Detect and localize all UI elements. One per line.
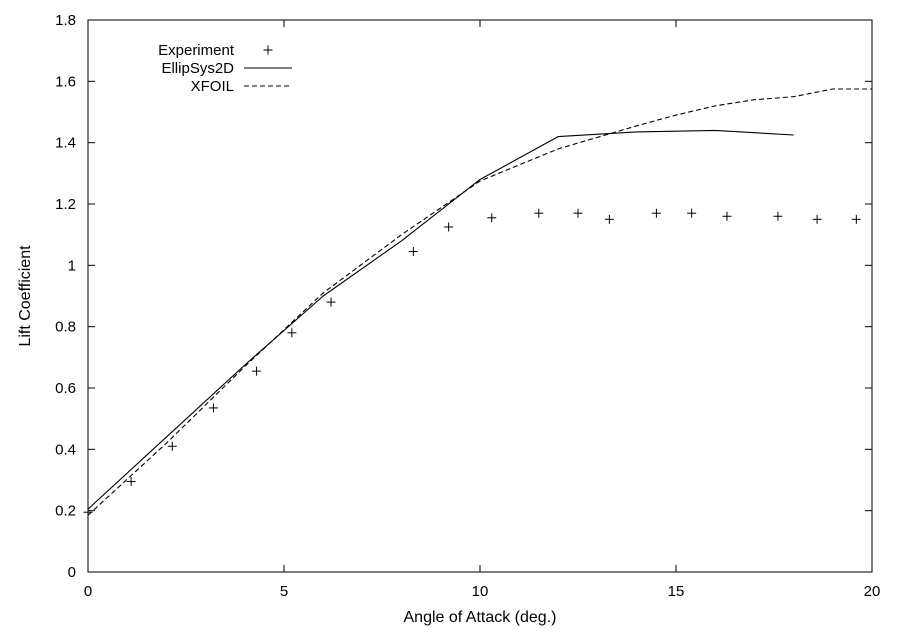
y-tick-label: 1.2: [55, 196, 76, 213]
experiment-point: [651, 208, 661, 218]
legend-label-ellipsys2d: EllipSys2D: [161, 60, 234, 77]
experiment-point: [167, 441, 177, 451]
experiment-point: [408, 247, 418, 257]
experiment-point: [534, 208, 544, 218]
experiment-point: [604, 214, 614, 224]
ellipsys2d-line: [87, 129, 794, 510]
experiment-point: [444, 222, 454, 232]
experiment-point: [326, 297, 336, 307]
experiment-point: [287, 328, 297, 338]
xfoil-line: [87, 88, 872, 516]
y-tick-label: 0.2: [55, 503, 76, 520]
experiment-point: [126, 477, 136, 487]
experiment-series: [83, 208, 861, 517]
experiment-point: [812, 214, 822, 224]
axis-ticks-group: 0 5 10 15 20 0 0.2 0.4 0.6 0.8 1 1.2 1.4 1.6 1.8: [55, 12, 880, 600]
x-tick-label: 10: [472, 583, 489, 600]
experiment-point: [252, 366, 262, 376]
legend-label-xfoil: XFOIL: [191, 78, 234, 95]
x-tick-label: 20: [864, 583, 881, 600]
x-tick-label: 5: [280, 583, 288, 600]
y-tick-label: 1.4: [55, 135, 76, 152]
experiment-point: [851, 214, 861, 224]
legend-label-experiment: Experiment: [158, 42, 235, 59]
experiment-point: [722, 211, 732, 221]
x-axis-label: Angle of Attack (deg.): [404, 609, 557, 626]
experiment-point: [487, 213, 497, 223]
x-tick-label: 15: [668, 583, 685, 600]
experiment-point: [208, 403, 218, 413]
experiment-point: [773, 211, 783, 221]
plot-frame-group: [87, 19, 873, 573]
plot-border: [87, 19, 873, 573]
series-group: [83, 88, 872, 517]
experiment-point: [687, 208, 697, 218]
y-tick-label: 0: [68, 564, 76, 581]
x-tick-label: 0: [84, 583, 92, 600]
experiment-point: [573, 208, 583, 218]
y-tick-label: 1: [68, 257, 76, 274]
y-axis-label: Lift Coefficient: [17, 245, 34, 347]
legend-sample-experiment: [263, 45, 273, 55]
y-tick-label: 0.4: [55, 441, 76, 458]
y-tick-label: 0.6: [55, 380, 76, 397]
y-tick-label: 1.6: [55, 73, 76, 90]
y-tick-label: 1.8: [55, 12, 76, 29]
y-tick-label: 0.8: [55, 319, 76, 336]
